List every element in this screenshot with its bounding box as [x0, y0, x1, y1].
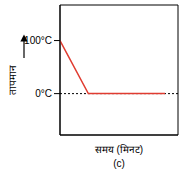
svg-text:तापमान: तापमान — [8, 65, 18, 95]
svg-text:0°C: 0°C — [35, 88, 52, 99]
svg-text:समय (मिनट): समय (मिनट) — [95, 144, 143, 155]
svg-text:(c): (c) — [113, 158, 125, 169]
svg-text:100°C: 100°C — [24, 35, 52, 46]
